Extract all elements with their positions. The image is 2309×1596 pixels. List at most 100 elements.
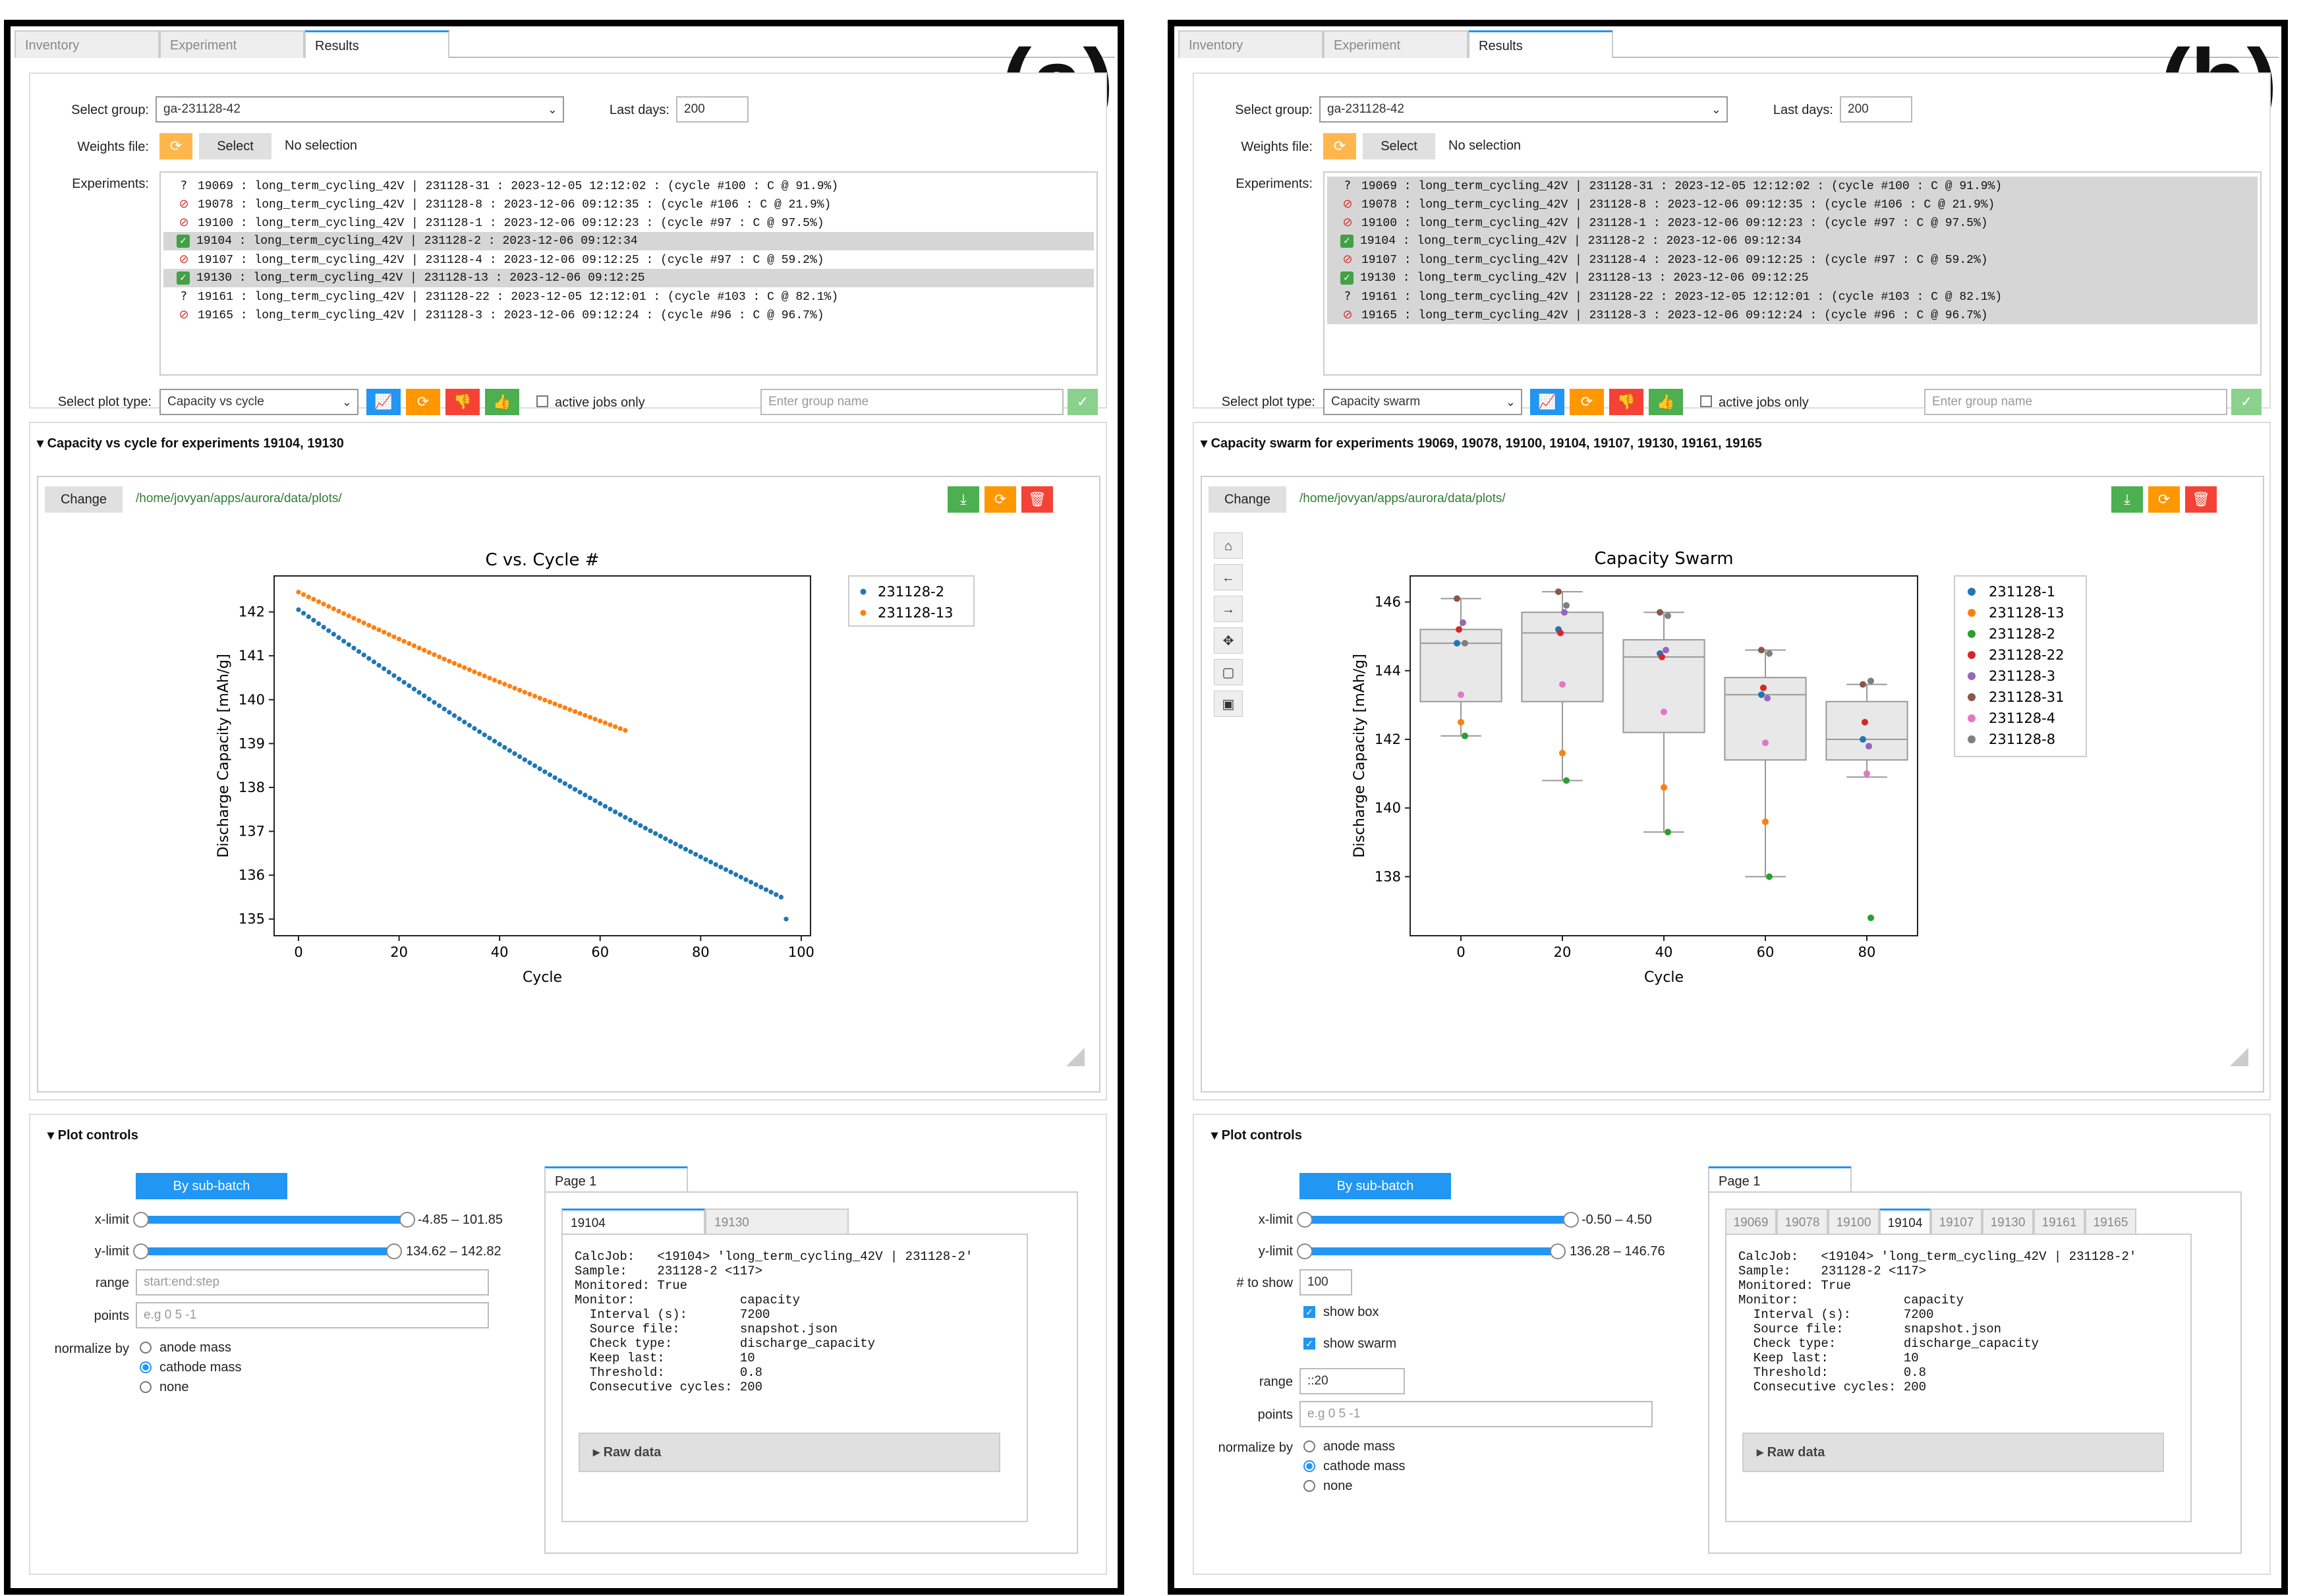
tab-results[interactable]: Results bbox=[304, 30, 449, 58]
refresh-weights-button[interactable]: ⟳ bbox=[159, 133, 192, 159]
change-path-button[interactable]: Change bbox=[1209, 486, 1286, 513]
show-count-input[interactable]: 100 bbox=[1299, 1269, 1352, 1296]
group-select[interactable]: ga-231128-42 ⌄ bbox=[1319, 96, 1728, 123]
ylimit-min-handle[interactable] bbox=[1297, 1243, 1313, 1259]
sub-tab-19107[interactable]: 19107 bbox=[1931, 1209, 1982, 1235]
save-tool[interactable]: ▣ bbox=[1214, 691, 1243, 717]
experiment-row[interactable]: ⊘ 19100 : long_term_cycling_42V | 231128-… bbox=[163, 214, 1094, 232]
home-tool[interactable]: ⌂ bbox=[1214, 532, 1243, 559]
reload-plot-button[interactable]: ⟳ bbox=[984, 486, 1016, 513]
group-select[interactable]: ga-231128-42 ⌄ bbox=[156, 96, 564, 123]
delete-plot-button[interactable]: 🗑 bbox=[2185, 486, 2217, 513]
experiment-row[interactable]: ⊘ 19078 : long_term_cycling_42V | 231128-… bbox=[163, 195, 1094, 214]
sub-batch-button[interactable]: By sub-batch bbox=[136, 1173, 287, 1199]
experiments-list[interactable]: ? 19069 : long_term_cycling_42V | 231128-… bbox=[1323, 171, 2262, 376]
days-input[interactable]: 200 bbox=[676, 96, 749, 123]
ylimit-max-handle[interactable] bbox=[386, 1243, 402, 1259]
refresh-button[interactable]: ⟳ bbox=[1570, 389, 1604, 415]
plot-button[interactable]: 📈 bbox=[1530, 389, 1564, 415]
xlimit-slider[interactable] bbox=[142, 1216, 406, 1224]
experiment-row[interactable]: ⊘ 19107 : long_term_cycling_42V | 231128-… bbox=[1327, 250, 2258, 269]
download-button[interactable]: ⤓ bbox=[948, 486, 979, 513]
page-tab[interactable]: Page 1 bbox=[544, 1166, 688, 1193]
tab-inventory[interactable]: Inventory bbox=[1178, 30, 1323, 58]
tab-inventory[interactable]: Inventory bbox=[14, 30, 159, 58]
normalize-none-radio[interactable] bbox=[140, 1381, 152, 1393]
experiment-row[interactable]: ? 19069 : long_term_cycling_42V | 231128-… bbox=[163, 177, 1094, 195]
active-jobs-checkbox[interactable] bbox=[536, 395, 548, 407]
normalize-anode-radio[interactable] bbox=[140, 1342, 152, 1354]
experiment-row[interactable]: ✓ 19104 : long_term_cycling_42V | 231128-… bbox=[163, 232, 1094, 250]
tab-results[interactable]: Results bbox=[1468, 30, 1613, 58]
plot-controls-title[interactable]: ▾ Plot controls bbox=[1211, 1128, 1302, 1143]
sub-batch-button[interactable]: By sub-batch bbox=[1299, 1173, 1451, 1199]
raw-data-toggle[interactable]: ▸ Raw data bbox=[1742, 1433, 2164, 1472]
sub-tab-19078[interactable]: 19078 bbox=[1777, 1209, 1828, 1235]
experiment-row[interactable]: ⊘ 19165 : long_term_cycling_42V | 231128-… bbox=[163, 306, 1094, 324]
plot-section-title[interactable]: ▾ Capacity swarm for experiments 19069, … bbox=[1201, 436, 1762, 451]
reload-plot-button[interactable]: ⟳ bbox=[2148, 486, 2180, 513]
plot-button[interactable]: 📈 bbox=[366, 389, 401, 415]
save-group-button[interactable]: ✓ bbox=[2231, 389, 2262, 415]
download-button[interactable]: ⤓ bbox=[2111, 486, 2143, 513]
show-swarm-checkbox[interactable]: ✓ bbox=[1303, 1338, 1315, 1350]
select-weights-button[interactable]: Select bbox=[1363, 133, 1435, 159]
sub-tab-19104[interactable]: 19104 bbox=[561, 1209, 705, 1235]
sub-tab-19130[interactable]: 19130 bbox=[705, 1209, 849, 1235]
refresh-weights-button[interactable]: ⟳ bbox=[1323, 133, 1356, 159]
range-input[interactable]: ::20 bbox=[1299, 1368, 1405, 1394]
zoom-tool[interactable]: ▢ bbox=[1214, 659, 1243, 685]
select-weights-button[interactable]: Select bbox=[199, 133, 271, 159]
show-box-checkbox[interactable]: ✓ bbox=[1303, 1306, 1315, 1318]
save-group-button[interactable]: ✓ bbox=[1068, 389, 1098, 415]
sub-tab-19100[interactable]: 19100 bbox=[1828, 1209, 1879, 1235]
raw-data-toggle[interactable]: ▸ Raw data bbox=[579, 1433, 1000, 1472]
experiment-row[interactable]: ? 19161 : long_term_cycling_42V | 231128-… bbox=[1327, 287, 2258, 306]
normalize-none-radio[interactable] bbox=[1303, 1480, 1315, 1492]
group-name-input[interactable]: Enter group name bbox=[1924, 389, 2227, 415]
thumbs-up-button[interactable]: 👍 bbox=[1649, 389, 1683, 415]
back-tool[interactable]: ← bbox=[1214, 564, 1243, 590]
thumbs-down-button[interactable]: 👎 bbox=[1609, 389, 1643, 415]
forward-tool[interactable]: → bbox=[1214, 596, 1243, 622]
experiment-row[interactable]: ⊘ 19100 : long_term_cycling_42V | 231128-… bbox=[1327, 214, 2258, 232]
sub-tab-19104[interactable]: 19104 bbox=[1879, 1209, 1931, 1235]
points-input[interactable]: e.g 0 5 -1 bbox=[136, 1302, 489, 1328]
normalize-cathode-radio[interactable] bbox=[1303, 1460, 1315, 1472]
group-name-input[interactable]: Enter group name bbox=[760, 389, 1064, 415]
experiment-row[interactable]: ⊘ 19165 : long_term_cycling_42V | 231128-… bbox=[1327, 306, 2258, 324]
experiment-row[interactable]: ? 19069 : long_term_cycling_42V | 231128-… bbox=[1327, 177, 2258, 195]
experiment-row[interactable]: ✓ 19130 : long_term_cycling_42V | 231128-… bbox=[1327, 269, 2258, 287]
delete-plot-button[interactable]: 🗑 bbox=[1021, 486, 1053, 513]
sub-tab-19069[interactable]: 19069 bbox=[1725, 1209, 1777, 1235]
ylimit-max-handle[interactable] bbox=[1550, 1243, 1566, 1259]
tab-experiment[interactable]: Experiment bbox=[1323, 30, 1468, 58]
pan-tool[interactable]: ✥ bbox=[1214, 627, 1243, 654]
experiment-row[interactable]: ✓ 19130 : long_term_cycling_42V | 231128-… bbox=[163, 269, 1094, 287]
thumbs-up-button[interactable]: 👍 bbox=[485, 389, 519, 415]
experiment-row[interactable]: ⊘ 19107 : long_term_cycling_42V | 231128-… bbox=[163, 250, 1094, 269]
xlimit-slider[interactable] bbox=[1306, 1216, 1570, 1224]
tab-experiment[interactable]: Experiment bbox=[159, 30, 304, 58]
sub-tab-19130[interactable]: 19130 bbox=[1982, 1209, 2034, 1235]
normalize-anode-radio[interactable] bbox=[1303, 1440, 1315, 1452]
range-input[interactable]: start:end:step bbox=[136, 1269, 489, 1296]
xlimit-max-handle[interactable] bbox=[1563, 1212, 1579, 1228]
plot-type-select[interactable]: Capacity swarm ⌄ bbox=[1323, 389, 1522, 415]
page-tab[interactable]: Page 1 bbox=[1708, 1166, 1852, 1193]
active-jobs-checkbox[interactable] bbox=[1700, 395, 1712, 407]
refresh-button[interactable]: ⟳ bbox=[406, 389, 440, 415]
plot-section-title[interactable]: ▾ Capacity vs cycle for experiments 1910… bbox=[37, 436, 344, 451]
ylimit-slider[interactable] bbox=[1306, 1247, 1556, 1255]
plot-type-select[interactable]: Capacity vs cycle ⌄ bbox=[159, 389, 358, 415]
experiment-row[interactable]: ⊘ 19078 : long_term_cycling_42V | 231128-… bbox=[1327, 195, 2258, 214]
sub-tab-19161[interactable]: 19161 bbox=[2034, 1209, 2085, 1235]
xlimit-min-handle[interactable] bbox=[1297, 1212, 1313, 1228]
points-input[interactable]: e.g 0 5 -1 bbox=[1299, 1401, 1653, 1427]
experiment-row[interactable]: ? 19161 : long_term_cycling_42V | 231128-… bbox=[163, 287, 1094, 306]
xlimit-max-handle[interactable] bbox=[399, 1212, 415, 1228]
ylimit-slider[interactable] bbox=[142, 1247, 393, 1255]
change-path-button[interactable]: Change bbox=[45, 486, 123, 513]
sub-tab-19165[interactable]: 19165 bbox=[2085, 1209, 2136, 1235]
plot-controls-title[interactable]: ▾ Plot controls bbox=[47, 1128, 138, 1143]
